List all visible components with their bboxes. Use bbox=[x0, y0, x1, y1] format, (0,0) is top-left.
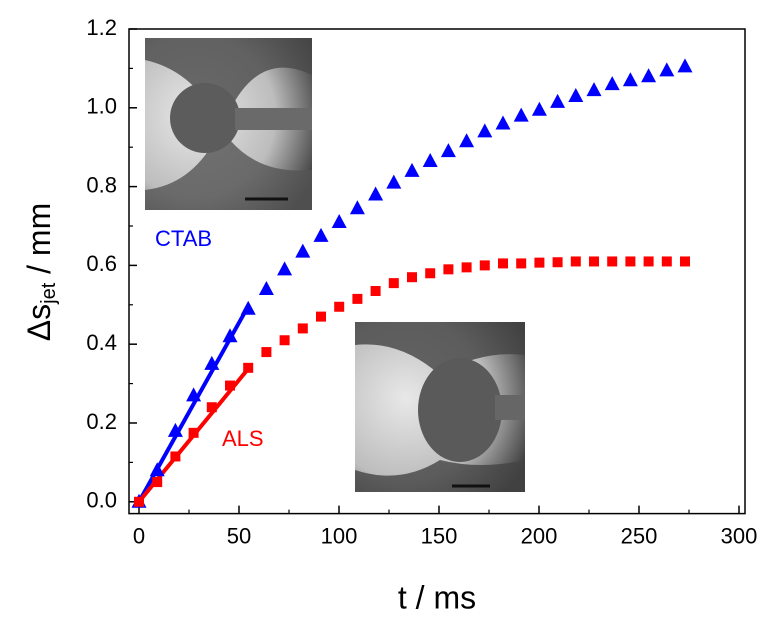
square-point bbox=[334, 301, 345, 312]
triangle-point bbox=[204, 355, 220, 370]
y-tick-label: 1.2 bbox=[86, 15, 117, 40]
square-point bbox=[589, 256, 599, 267]
triangle-point bbox=[386, 174, 402, 189]
square-point bbox=[552, 257, 563, 268]
square-point bbox=[316, 311, 326, 322]
square-point bbox=[661, 256, 672, 267]
triangle-point bbox=[277, 261, 293, 276]
square-point bbox=[607, 256, 618, 267]
square-point bbox=[170, 451, 181, 462]
triangle-point bbox=[586, 82, 602, 97]
triangle-point bbox=[368, 186, 384, 201]
square-point bbox=[534, 257, 545, 268]
square-point bbox=[461, 262, 472, 273]
x-tick-label: 250 bbox=[621, 523, 658, 548]
triangle-point bbox=[513, 107, 529, 122]
triangle-point bbox=[222, 328, 238, 343]
square-point bbox=[188, 427, 199, 438]
series-label: ALS bbox=[222, 426, 264, 451]
square-point bbox=[680, 256, 690, 267]
triangle-point bbox=[641, 68, 657, 83]
triangle-point bbox=[550, 93, 566, 108]
triangle-point bbox=[568, 87, 584, 102]
y-label-main: Δs bbox=[21, 304, 57, 341]
square-point bbox=[570, 256, 581, 267]
triangle-point bbox=[240, 300, 256, 315]
square-point bbox=[407, 272, 417, 283]
square-point bbox=[352, 293, 363, 304]
y-tick-label: 0.2 bbox=[86, 409, 117, 434]
triangle-point bbox=[331, 214, 347, 229]
triangle-point bbox=[295, 243, 311, 258]
triangle-point bbox=[495, 115, 511, 130]
series-label: CTAB bbox=[155, 226, 212, 251]
square-point bbox=[206, 402, 217, 413]
square-point bbox=[388, 278, 399, 289]
x-tick-label: 100 bbox=[321, 523, 358, 548]
y-tick-label: 0.4 bbox=[86, 330, 117, 355]
square-point bbox=[425, 268, 436, 279]
triangle-point bbox=[422, 152, 438, 167]
triangle-point bbox=[404, 162, 420, 177]
triangle-point bbox=[622, 72, 638, 87]
square-point bbox=[443, 264, 454, 275]
y-label-unit: / mm bbox=[21, 203, 57, 283]
triangle-point bbox=[659, 62, 675, 77]
triangle-point bbox=[604, 76, 620, 91]
x-tick-label: 50 bbox=[227, 523, 251, 548]
triangle-point bbox=[440, 143, 456, 158]
x-tick-label: 150 bbox=[421, 523, 458, 548]
inset-image-als bbox=[355, 322, 525, 492]
square-point bbox=[516, 258, 527, 269]
x-tick-label: 300 bbox=[721, 523, 758, 548]
y-label-sub: jet bbox=[38, 282, 60, 305]
y-tick-label: 0.6 bbox=[86, 251, 117, 276]
triangle-point bbox=[258, 281, 274, 296]
y-tick-label: 1.0 bbox=[86, 94, 117, 119]
x-tick-label: 0 bbox=[133, 523, 145, 548]
y-tick-label: 0.0 bbox=[86, 488, 117, 513]
square-point bbox=[134, 496, 144, 507]
plot-frame bbox=[128, 28, 746, 515]
square-point bbox=[297, 323, 308, 334]
x-tick-label: 200 bbox=[521, 523, 558, 548]
square-point bbox=[225, 380, 235, 391]
triangle-point bbox=[149, 462, 165, 477]
triangle-point bbox=[167, 422, 183, 437]
triangle-point bbox=[459, 133, 475, 148]
triangle-point bbox=[477, 123, 493, 138]
triangle-point bbox=[313, 227, 329, 242]
triangle-point bbox=[677, 58, 693, 73]
square-point bbox=[479, 260, 490, 271]
square-point bbox=[498, 258, 508, 269]
triangle-point bbox=[186, 387, 202, 402]
square-point bbox=[152, 477, 163, 488]
square-point bbox=[643, 256, 654, 267]
triangle-point bbox=[349, 200, 365, 215]
square-point bbox=[279, 335, 290, 346]
square-point bbox=[243, 362, 254, 373]
square-point bbox=[625, 256, 636, 267]
inset-image-ctab bbox=[145, 38, 312, 210]
x-axis-label: t / ms bbox=[398, 579, 476, 615]
square-point bbox=[370, 285, 381, 296]
y-tick-label: 0.8 bbox=[86, 172, 117, 197]
triangle-point bbox=[531, 101, 547, 116]
square-point bbox=[261, 347, 272, 358]
y-axis-label: Δsjet / mm bbox=[21, 203, 60, 341]
